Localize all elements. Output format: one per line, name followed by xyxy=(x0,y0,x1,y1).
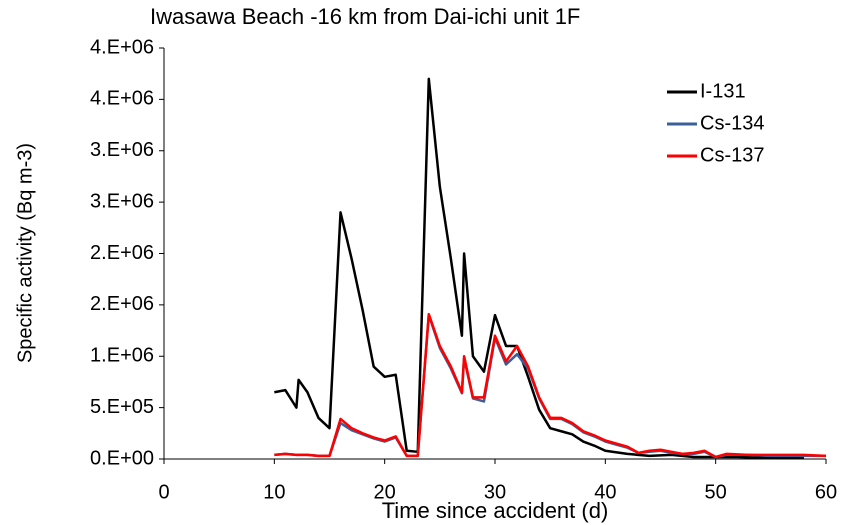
y-tick-label: 0.E+00 xyxy=(90,447,154,469)
y-tick-label: 4.E+06 xyxy=(90,36,154,58)
y-tick-label: 2.E+06 xyxy=(90,242,154,264)
y-tick-label: 3.E+06 xyxy=(90,139,154,161)
y-tick-label: 2.E+06 xyxy=(90,293,154,315)
series-line xyxy=(274,312,827,459)
x-tick-label: 10 xyxy=(263,481,285,503)
legend-label: I-131 xyxy=(700,80,746,102)
y-tick-label: 1.E+06 xyxy=(90,345,154,367)
x-tick-label: 30 xyxy=(484,481,506,503)
y-axis-label: Specific activity (Bq m-3) xyxy=(14,143,36,363)
x-tick-label: 40 xyxy=(594,481,616,503)
series-line xyxy=(274,313,826,459)
x-tick-label: 0 xyxy=(158,481,169,503)
x-tick-label: 20 xyxy=(374,481,396,503)
y-tick-label: 4.E+06 xyxy=(90,88,154,110)
legend-label: Cs-134 xyxy=(700,112,764,134)
x-tick-label: 50 xyxy=(705,481,727,503)
x-tick-label: 60 xyxy=(815,481,837,503)
y-tick-label: 5.E+05 xyxy=(90,396,154,418)
series-line xyxy=(274,77,804,460)
legend-label: Cs-137 xyxy=(700,144,764,166)
y-tick-label: 3.E+06 xyxy=(90,190,154,212)
chart-title: Iwasawa Beach -16 km from Dai-ichi unit … xyxy=(150,4,580,29)
x-axis-label: Time since accident (d) xyxy=(382,498,609,523)
